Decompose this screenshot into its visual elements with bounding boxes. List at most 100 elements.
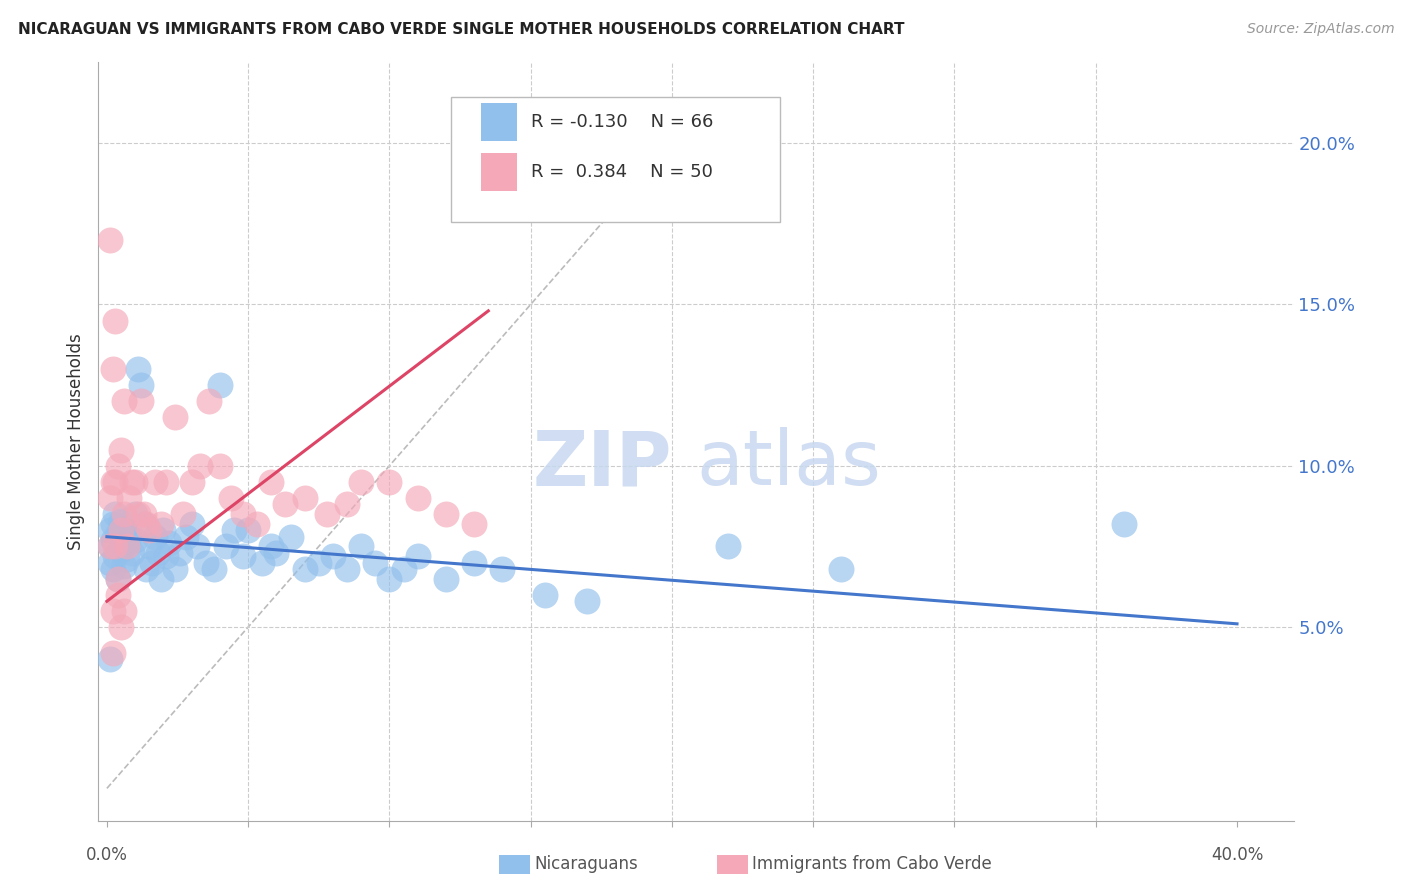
Point	[163, 562, 186, 576]
Point	[180, 516, 202, 531]
Point	[121, 475, 143, 489]
Text: Immigrants from Cabo Verde: Immigrants from Cabo Verde	[752, 855, 993, 873]
Point	[350, 475, 373, 489]
Point	[186, 540, 208, 554]
Point	[115, 552, 138, 566]
Text: ZIP: ZIP	[533, 427, 672, 501]
Point	[214, 540, 236, 554]
Point	[350, 540, 373, 554]
Point	[194, 556, 217, 570]
Text: 40.0%: 40.0%	[1211, 847, 1263, 864]
Point	[121, 546, 143, 560]
Point	[576, 594, 599, 608]
Point	[364, 556, 387, 570]
Point	[104, 475, 127, 489]
Point	[533, 588, 555, 602]
Point	[101, 562, 124, 576]
Y-axis label: Single Mother Households: Single Mother Households	[67, 334, 86, 549]
Point	[112, 507, 135, 521]
Point	[132, 507, 155, 521]
Bar	[481, 153, 517, 191]
Point	[208, 378, 231, 392]
Point	[127, 507, 149, 521]
Point	[149, 572, 172, 586]
Point	[169, 546, 191, 560]
Point	[378, 475, 401, 489]
Point	[143, 475, 166, 489]
Point	[98, 556, 121, 570]
Point	[101, 362, 124, 376]
Point	[115, 536, 138, 550]
Point	[491, 562, 513, 576]
Point	[222, 523, 245, 537]
Point	[141, 556, 163, 570]
Text: Nicaraguans: Nicaraguans	[534, 855, 638, 873]
Point	[463, 556, 485, 570]
Point	[180, 475, 202, 489]
Point	[294, 562, 316, 576]
Point	[260, 475, 283, 489]
Point	[717, 540, 740, 554]
Point	[129, 378, 152, 392]
Point	[219, 491, 242, 505]
Point	[316, 507, 339, 521]
Point	[129, 394, 152, 409]
Point	[110, 442, 132, 457]
Point	[104, 549, 127, 563]
Point	[197, 394, 219, 409]
Point	[143, 530, 166, 544]
Point	[392, 562, 415, 576]
Point	[146, 546, 169, 560]
Point	[280, 530, 302, 544]
Point	[98, 540, 121, 554]
Bar	[481, 103, 517, 141]
Point	[112, 523, 135, 537]
Point	[101, 533, 124, 547]
Point	[101, 646, 124, 660]
Point	[246, 516, 269, 531]
Point	[118, 491, 141, 505]
Point	[830, 562, 852, 576]
Point	[406, 491, 429, 505]
Point	[98, 491, 121, 505]
Point	[124, 507, 146, 521]
Point	[336, 498, 359, 512]
Point	[115, 540, 138, 554]
Point	[98, 523, 121, 537]
Point	[107, 526, 129, 541]
Point	[112, 558, 135, 573]
Point	[110, 514, 132, 528]
Point	[434, 507, 457, 521]
Point	[188, 458, 211, 473]
Point	[101, 604, 124, 618]
Text: atlas: atlas	[696, 427, 880, 501]
Point	[104, 313, 127, 327]
Point	[238, 523, 260, 537]
Point	[101, 475, 124, 489]
Point	[118, 530, 141, 544]
Point	[434, 572, 457, 586]
Point	[202, 562, 225, 576]
Point	[274, 498, 297, 512]
Point	[104, 540, 127, 554]
Point	[112, 394, 135, 409]
Point	[174, 530, 197, 544]
Point	[112, 604, 135, 618]
Point	[107, 572, 129, 586]
Text: NICARAGUAN VS IMMIGRANTS FROM CABO VERDE SINGLE MOTHER HOUSEHOLDS CORRELATION CH: NICARAGUAN VS IMMIGRANTS FROM CABO VERDE…	[18, 22, 905, 37]
Point	[135, 516, 157, 531]
Point	[98, 233, 121, 247]
Text: R = -0.130    N = 66: R = -0.130 N = 66	[531, 112, 713, 130]
Point	[378, 572, 401, 586]
Point	[155, 549, 177, 563]
Point	[124, 475, 146, 489]
FancyBboxPatch shape	[451, 96, 780, 222]
Point	[107, 572, 129, 586]
Point	[308, 556, 330, 570]
Point	[163, 410, 186, 425]
Point	[1112, 516, 1135, 531]
Point	[98, 540, 121, 554]
Point	[208, 458, 231, 473]
Point	[101, 516, 124, 531]
Point	[110, 620, 132, 634]
